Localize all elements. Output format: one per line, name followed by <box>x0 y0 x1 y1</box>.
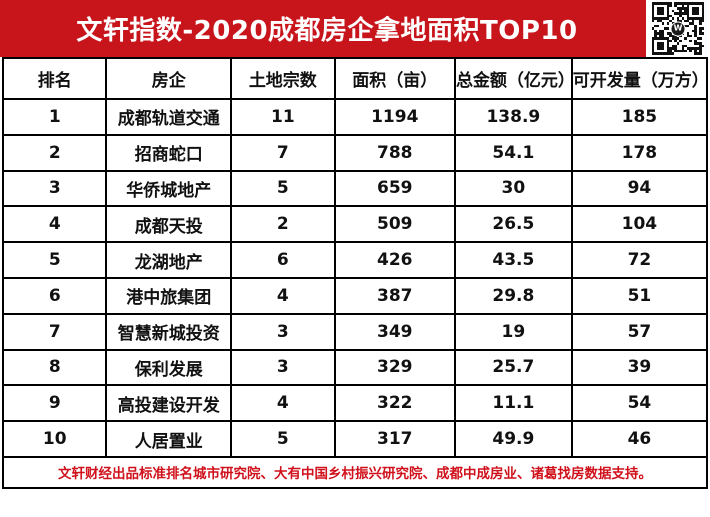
table-cell: 26.5 <box>453 205 573 244</box>
table-row: 3 华侨城地产 5 659 30 94 <box>1 169 709 208</box>
table-cell: 72 <box>570 241 709 279</box>
table-cell: 94 <box>570 169 709 208</box>
table-cell: 4 <box>230 276 336 315</box>
qr-panel: W <box>646 0 710 57</box>
table-cell: 322 <box>333 384 456 423</box>
table-cell: 6 <box>1 276 108 315</box>
table-cell: 387 <box>333 276 456 315</box>
table-cell: 659 <box>333 169 456 208</box>
table-cell: 11 <box>230 98 336 136</box>
column-header-5: 可开发量（万方） <box>570 57 709 100</box>
footnote-row: 文轩财经出品标准排名城市研究院、大有中国乡村振兴研究院、成都中成房业、诸葛找房数… <box>2 455 708 489</box>
source-footnote: 文轩财经出品标准排名城市研究院、大有中国乡村振兴研究院、成都中成房业、诸葛找房数… <box>2 455 708 489</box>
column-header-0: 排名 <box>1 57 108 100</box>
table-cell: 10 <box>1 420 108 458</box>
table-cell: 成都天投 <box>105 205 233 244</box>
table-cell: 11.1 <box>453 384 573 423</box>
table-cell: 178 <box>570 133 709 172</box>
table-cell: 19 <box>453 312 573 351</box>
table-row: 6 港中旅集团 4 387 29.8 51 <box>1 276 709 315</box>
table-footer: 文轩财经出品标准排名城市研究院、大有中国乡村振兴研究院、成都中成房业、诸葛找房数… <box>2 455 708 489</box>
table-cell: 349 <box>333 312 456 351</box>
ranking-table: 排名 房企 土地宗数 面积（亩） 总金额（亿元） 可开发量（万方） 1 成都轨道交通 11 11… <box>1 57 709 489</box>
table-cell: 8 <box>1 348 108 387</box>
table-cell: 29.8 <box>453 276 573 315</box>
table-cell: 1 <box>1 98 108 136</box>
table-cell: 30 <box>453 169 573 208</box>
header-row: 排名 房企 土地宗数 面积（亩） 总金额（亿元） 可开发量（万方） <box>1 57 709 100</box>
table-cell: 43.5 <box>453 241 573 279</box>
table-cell: 成都轨道交通 <box>105 98 233 136</box>
table-cell: 138.9 <box>453 98 573 136</box>
table-row: 7 智慧新城投资 3 349 19 57 <box>1 312 709 351</box>
table-cell: 3 <box>230 348 336 387</box>
table-row: 8 保利发展 3 329 25.7 39 <box>1 348 709 387</box>
table-cell: 5 <box>230 420 336 458</box>
report-banner: 文轩指数-2020成都房企拿地面积TOP10 <box>0 0 710 57</box>
table-cell: 57 <box>570 312 709 351</box>
table-cell: 高投建设开发 <box>105 384 233 423</box>
table-cell: 6 <box>230 241 336 279</box>
column-header-4: 总金额（亿元） <box>453 57 573 100</box>
table-cell: 9 <box>1 384 108 423</box>
table-cell: 788 <box>333 133 456 172</box>
table-cell: 3 <box>1 169 108 208</box>
table-cell: 49.9 <box>453 420 573 458</box>
table-cell: 329 <box>333 348 456 387</box>
table-cell: 3 <box>230 312 336 351</box>
column-header-1: 房企 <box>105 57 233 100</box>
qr-code-icon: W <box>651 2 705 55</box>
table-cell: 2 <box>230 205 336 244</box>
table-cell: 185 <box>570 98 709 136</box>
column-header-2: 土地宗数 <box>230 57 336 100</box>
table-cell: 54.1 <box>453 133 573 172</box>
report-title: 文轩指数-2020成都房企拿地面积TOP10 <box>76 16 578 46</box>
table-cell: 5 <box>1 241 108 279</box>
table-cell: 1194 <box>333 98 456 136</box>
table-cell: 7 <box>230 133 336 172</box>
table-cell: 426 <box>333 241 456 279</box>
table-row: 10 人居置业 5 317 49.9 46 <box>1 420 709 458</box>
table-cell: 509 <box>333 205 456 244</box>
column-header-3: 面积（亩） <box>333 57 456 100</box>
table-header: 排名 房企 土地宗数 面积（亩） 总金额（亿元） 可开发量（万方） <box>1 57 709 100</box>
table-body: 1 成都轨道交通 11 1194 138.9 185 2 招商蛇口 7 788 54.1 178 3 华侨… <box>1 98 709 458</box>
table-cell: 人居置业 <box>105 420 233 458</box>
table-cell: 保利发展 <box>105 348 233 387</box>
table-cell: 智慧新城投资 <box>105 312 233 351</box>
table-row: 2 招商蛇口 7 788 54.1 178 <box>1 133 709 172</box>
table-cell: 龙湖地产 <box>105 241 233 279</box>
table-cell: 25.7 <box>453 348 573 387</box>
table-cell: 港中旅集团 <box>105 276 233 315</box>
table-cell: 华侨城地产 <box>105 169 233 208</box>
table-row: 1 成都轨道交通 11 1194 138.9 185 <box>1 98 709 136</box>
table-row: 9 高投建设开发 4 322 11.1 54 <box>1 384 709 423</box>
table-row: 4 成都天投 2 509 26.5 104 <box>1 205 709 244</box>
table-cell: 7 <box>1 312 108 351</box>
table-row: 5 龙湖地产 6 426 43.5 72 <box>1 241 709 279</box>
table-cell: 招商蛇口 <box>105 133 233 172</box>
table-cell: 2 <box>1 133 108 172</box>
table-cell: 4 <box>230 384 336 423</box>
table-cell: 5 <box>230 169 336 208</box>
table-cell: 39 <box>570 348 709 387</box>
table-cell: 46 <box>570 420 709 458</box>
table-cell: 317 <box>333 420 456 458</box>
qr-center-logo: W <box>670 21 686 36</box>
table-cell: 54 <box>570 384 709 423</box>
table-cell: 51 <box>570 276 709 315</box>
table-cell: 4 <box>1 205 108 244</box>
table-cell: 104 <box>570 205 709 244</box>
